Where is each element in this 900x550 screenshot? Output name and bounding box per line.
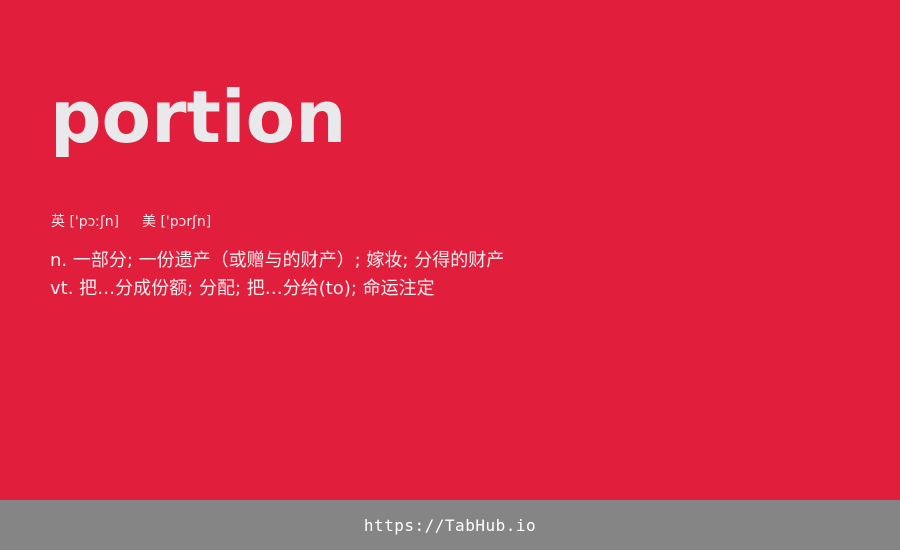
word-card: portion 英 ['pɔːʃn] 美 ['pɔrʃn] n. 一部分; 一份… [50, 75, 505, 303]
definition-verb: vt. 把…分成份额; 分配; 把…分给(to); 命运注定 [50, 278, 435, 299]
definitions: n. 一部分; 一份遗产（或赠与的财产）; 嫁妆; 分得的财产 vt. 把…分成… [50, 247, 504, 303]
tabhub-link[interactable]: https://TabHub.io [363, 515, 537, 535]
us-label: 美 [142, 214, 157, 230]
word-title: portion [50, 75, 347, 159]
uk-phonetic: ['pɔːʃn] [69, 214, 120, 230]
us-phonetic: ['pɔrʃn] [160, 214, 212, 230]
phonetics: 英 ['pɔːʃn] 美 ['pɔrʃn] [51, 212, 211, 232]
footer-bar: https://TabHub.io [0, 500, 900, 550]
uk-label: 英 [51, 214, 65, 230]
definition-noun: n. 一部分; 一份遗产（或赠与的财产）; 嫁妆; 分得的财产 [50, 250, 505, 271]
